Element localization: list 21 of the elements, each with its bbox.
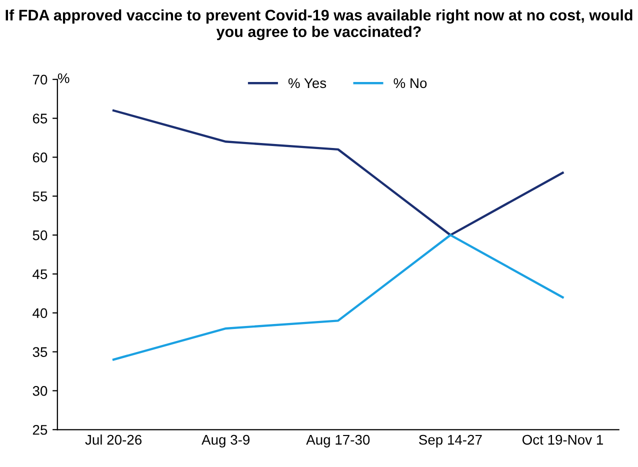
line-series	[112, 109, 564, 236]
y-tick-label: 50	[32, 230, 48, 240]
y-tick-label: 70	[32, 74, 48, 85]
x-tick-label: Jul 20-26	[85, 434, 142, 445]
legend-label: % Yes	[288, 78, 326, 88]
x-tick-label: Sep 14-27	[419, 434, 482, 448]
legend-label: % No	[394, 78, 427, 88]
y-tick-label: 40	[32, 308, 48, 318]
x-tick-label: Oct 19-Nov 1	[522, 434, 603, 445]
y-tick-label: 35	[32, 347, 48, 357]
y-tick-label: 65	[32, 114, 48, 124]
x-tick-label: Aug 17-30	[306, 434, 370, 448]
y-tick-label: 30	[32, 386, 48, 396]
y-axis-title: %	[58, 73, 70, 84]
chart-title: If FDA approved vaccine to prevent Covid-19 was available right now at no cost, would you agree to be vaccinated?	[6, 9, 632, 40]
y-tick-label: 60	[32, 152, 48, 162]
y-tick-label: 25	[32, 424, 48, 435]
line-series	[112, 234, 564, 361]
y-tick-label: 55	[32, 192, 48, 202]
x-tick-label: Aug 3-9	[202, 434, 250, 448]
y-tick-label: 45	[32, 269, 48, 280]
